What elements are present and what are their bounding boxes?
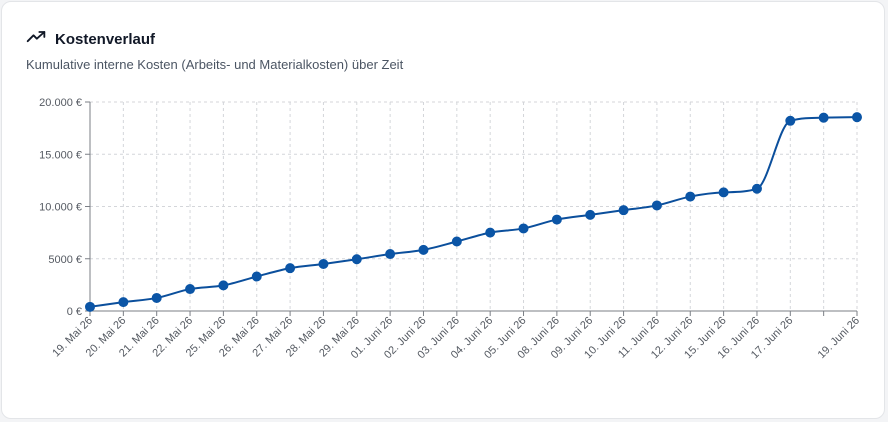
y-tick-label: 15.000 € — [39, 149, 82, 161]
series-line — [89, 116, 858, 308]
data-point — [151, 292, 162, 303]
data-point — [118, 297, 129, 308]
data-point — [718, 187, 729, 198]
data-point — [618, 205, 629, 216]
data-point — [185, 284, 196, 295]
y-tick-label: 0 € — [67, 306, 82, 318]
card-header: Kostenverlauf — [26, 27, 155, 52]
x-tick-label: 19. Juni 26 — [816, 315, 863, 362]
data-point — [351, 254, 362, 265]
data-point — [285, 263, 296, 274]
data-point — [418, 244, 429, 255]
data-point — [251, 271, 262, 282]
y-tick-label: 5000 € — [48, 254, 82, 266]
y-tick-label: 20.000 € — [39, 97, 82, 109]
data-point — [551, 214, 562, 225]
data-point — [518, 223, 529, 234]
card-title: Kostenverlauf — [55, 31, 156, 48]
data-point — [385, 249, 396, 260]
data-point — [685, 191, 696, 202]
y-tick-label: 10.000 € — [39, 202, 82, 214]
data-point — [218, 280, 229, 291]
data-point — [651, 200, 662, 211]
data-point — [451, 236, 462, 247]
data-point — [485, 227, 496, 238]
data-point — [852, 112, 862, 123]
data-point — [785, 115, 796, 126]
trending-up-icon — [26, 27, 55, 52]
data-point — [585, 209, 596, 220]
data-point — [751, 183, 762, 194]
data-point — [85, 301, 95, 312]
data-point — [318, 258, 329, 269]
card-subtitle: Kumulative interne Kosten (Arbeits- und … — [26, 57, 404, 72]
data-point — [818, 112, 829, 123]
